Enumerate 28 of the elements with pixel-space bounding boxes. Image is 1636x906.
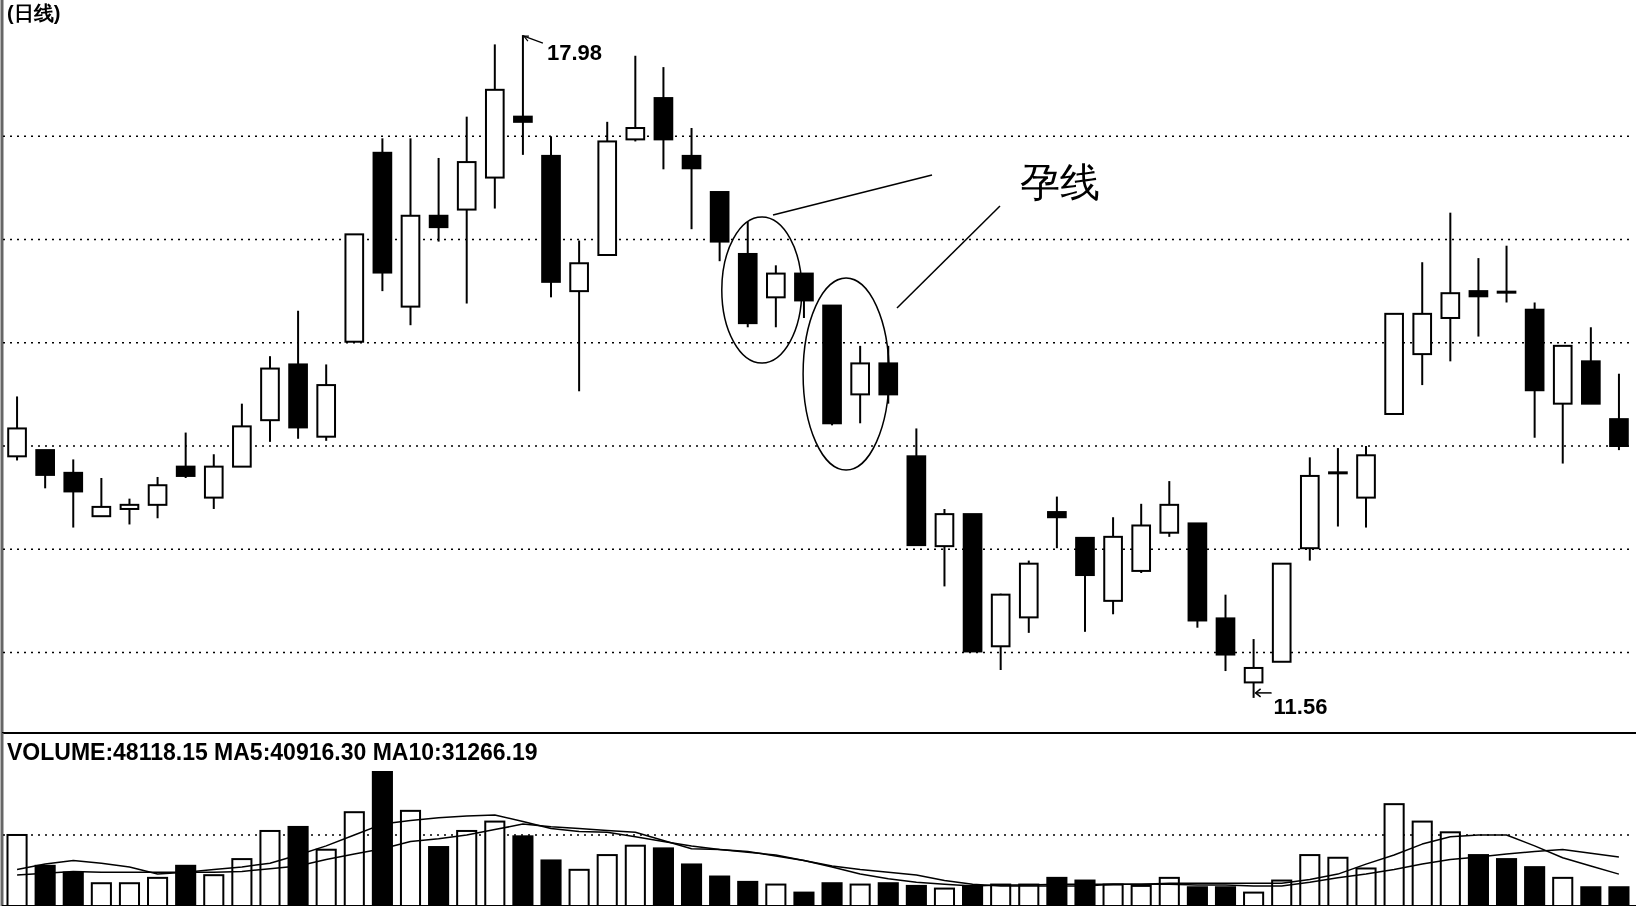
bar bbox=[680, 863, 703, 906]
chart-title: VOLUME:48118.15 MA5:40916.30 MA10:31266.19 bbox=[7, 739, 538, 765]
bar bbox=[821, 882, 843, 906]
bar bbox=[709, 875, 731, 906]
chart-title: (日线) bbox=[7, 2, 61, 24]
bar bbox=[793, 891, 815, 906]
bar bbox=[1580, 886, 1602, 906]
bar bbox=[1524, 866, 1546, 906]
annotation: 11.56 bbox=[1273, 693, 1328, 719]
annotation: 17.98 bbox=[546, 40, 602, 66]
bar bbox=[1552, 876, 1574, 906]
bar bbox=[1495, 858, 1518, 906]
bar bbox=[147, 876, 169, 906]
bar bbox=[90, 882, 112, 906]
bar bbox=[765, 883, 787, 906]
bar bbox=[652, 847, 674, 906]
bar bbox=[568, 868, 590, 906]
bar bbox=[933, 887, 956, 906]
bar bbox=[428, 846, 450, 906]
bar bbox=[540, 859, 562, 906]
bar bbox=[1243, 891, 1265, 906]
bar bbox=[737, 880, 759, 906]
bar bbox=[596, 854, 618, 906]
bar bbox=[1608, 886, 1630, 906]
bar bbox=[624, 844, 646, 906]
bar bbox=[118, 882, 141, 906]
annotation: 孕线 bbox=[1020, 160, 1100, 205]
bar bbox=[849, 883, 871, 906]
